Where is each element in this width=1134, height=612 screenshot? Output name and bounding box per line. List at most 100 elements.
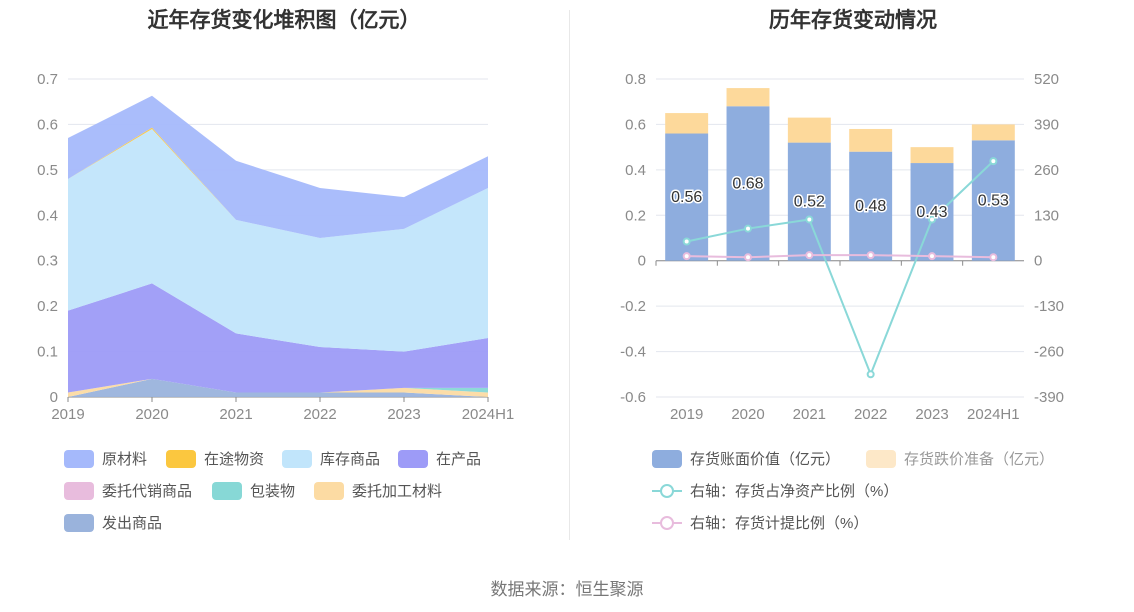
bar-book-value <box>787 142 831 261</box>
line-series-2 <box>686 160 995 378</box>
legend-swatch <box>64 481 94 500</box>
legend-label: 在产品 <box>436 451 482 468</box>
area-0 <box>68 95 488 239</box>
legend-label: 在途物资 <box>204 451 265 468</box>
legend-item[interactable]: 委托代销商品 <box>64 480 192 501</box>
data-source: 数据来源：恒生聚源 <box>490 580 644 599</box>
bar-line-chart: -0.6 -0.4 -0.2 0 0.2 0.4 0.6 0.8 -390 -260 -130 0 13… <box>620 71 1064 423</box>
legend-swatch <box>212 481 242 500</box>
left-chart-title: 近年存货变化堆积图（亿元） <box>147 9 421 32</box>
legend-item[interactable]: 右轴：存货占净资产比例（%） <box>652 480 898 501</box>
y2-tick-label: -130 <box>1034 298 1064 315</box>
legend-swatch <box>652 482 682 500</box>
bar-provision <box>971 124 1015 141</box>
right-chart-title: 历年存货变动情况 <box>769 9 937 32</box>
line-point <box>866 370 875 379</box>
line-point <box>682 252 691 261</box>
x-tick-label: 2022 <box>303 406 336 423</box>
legend-item[interactable]: 包装物 <box>212 480 295 501</box>
legend-item[interactable]: 在产品 <box>398 448 481 469</box>
legend-label: 包装物 <box>250 483 296 500</box>
legend-swatch <box>652 514 682 532</box>
legend-label: 委托加工材料 <box>352 483 443 500</box>
legend-swatch <box>866 449 896 468</box>
legend-label: 存货跌价准备（亿元） <box>904 451 1055 468</box>
legend-item[interactable]: 在途物资 <box>166 448 264 469</box>
area-3 <box>68 283 488 393</box>
bar-book-value <box>849 151 893 261</box>
bar-provision <box>726 88 770 107</box>
legend-item[interactable]: 委托加工材料 <box>314 480 442 501</box>
area-6 <box>68 378 488 397</box>
y2-tick-label: 520 <box>1034 71 1059 88</box>
bar-line-chart-panel: 历年存货变动情况 -0.6 -0.4 -0.2 0 0.2 0.4 0.6 0.8 -390 -2… <box>572 0 1134 560</box>
legend-swatch <box>314 481 344 500</box>
bar-data-label: 0.68 <box>732 175 763 192</box>
y-tick-label: 0.5 <box>37 162 58 179</box>
y-tick-label: -0.6 <box>620 389 646 406</box>
stacked-area-chart: 0 0.1 0.2 0.3 0.4 0.5 0.6 0.7 2019 2020 2021 2022 20… <box>37 71 514 423</box>
legend-label: 右轴：存货占净资产比例（%） <box>690 483 899 500</box>
y2-tick-label: 390 <box>1034 116 1059 133</box>
legend-label: 原材料 <box>102 451 148 468</box>
legend-swatch <box>64 449 94 468</box>
y-tick-label: 0 <box>638 253 646 270</box>
y-tick-label: 0 <box>50 389 58 406</box>
legend-swatch <box>398 449 428 468</box>
y2-tick-label: 0 <box>1034 253 1042 270</box>
line-point <box>989 157 998 166</box>
legend-label: 委托代销商品 <box>102 483 193 500</box>
y-tick-label: 0.4 <box>37 207 58 224</box>
line-point <box>744 224 752 233</box>
bar-data-label: 0.56 <box>671 189 702 206</box>
bar-book-value <box>726 106 770 261</box>
legend-item[interactable]: 发出商品 <box>64 512 162 533</box>
x-tick-label: 2022 <box>854 406 887 423</box>
legend-item[interactable]: 右轴：存货计提比例（%） <box>652 512 868 533</box>
line-point <box>744 253 752 262</box>
y-tick-label: -0.4 <box>620 344 646 361</box>
legend-item[interactable]: 原材料 <box>64 448 147 469</box>
y2-tick-label: -390 <box>1034 389 1064 406</box>
legend-item[interactable]: 存货跌价准备（亿元） <box>866 448 1054 469</box>
legend-item[interactable]: 存货账面价值（亿元） <box>652 448 840 469</box>
bar-data-label: 0.52 <box>794 194 825 211</box>
stacked-area-chart-panel: 近年存货变化堆积图（亿元） 0 0.1 0.2 0.3 0.4 0.5 0.6 0.7 2019… <box>0 0 568 560</box>
legend-label: 右轴：存货计提比例（%） <box>690 515 869 532</box>
x-tick-label: 2020 <box>135 406 168 423</box>
line-series-3 <box>686 254 994 259</box>
legend-swatch <box>652 449 682 468</box>
y-tick-label: 0.2 <box>37 298 58 315</box>
bar-provision <box>665 113 709 134</box>
y-tick-label: 0.6 <box>37 116 58 133</box>
y-tick-label: 0.7 <box>37 71 58 88</box>
x-tick-label: 2023 <box>915 406 948 423</box>
bar-provision <box>849 128 893 152</box>
y-tick-label: 0.3 <box>37 253 58 270</box>
x-tick-label: 2021 <box>219 406 252 423</box>
bar-book-value <box>910 163 954 261</box>
x-tick-label: 2023 <box>387 406 420 423</box>
legend-item[interactable]: 库存商品 <box>282 448 380 469</box>
y-tick-label: 0.8 <box>625 71 646 88</box>
x-tick-label: 2019 <box>670 406 703 423</box>
x-tick-label: 2019 <box>51 406 84 423</box>
legend-label: 存货账面价值（亿元） <box>690 451 841 468</box>
y-tick-label: 0.2 <box>625 207 646 224</box>
bar-data-label: 0.43 <box>916 204 947 221</box>
legend-swatch <box>166 449 196 468</box>
y-tick-label: -0.2 <box>620 298 646 315</box>
legend-label: 发出商品 <box>102 515 163 532</box>
line-point <box>989 253 998 262</box>
line-point <box>928 252 936 261</box>
line-point <box>805 215 814 224</box>
bar-data-label: 0.53 <box>978 193 1009 210</box>
y-tick-label: 0.6 <box>625 116 646 133</box>
x-tick-label: 2020 <box>731 406 764 423</box>
bar-data-label: 0.48 <box>855 198 886 215</box>
x-tick-label: 2021 <box>793 406 826 423</box>
panel-divider <box>569 10 570 540</box>
y-tick-label: 0.1 <box>37 344 58 361</box>
line-point <box>928 215 936 224</box>
line-point <box>866 251 875 260</box>
